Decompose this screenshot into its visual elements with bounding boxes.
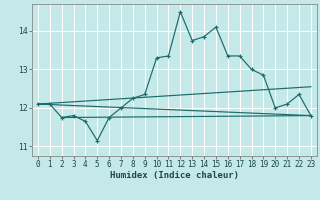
X-axis label: Humidex (Indice chaleur): Humidex (Indice chaleur) [110, 171, 239, 180]
